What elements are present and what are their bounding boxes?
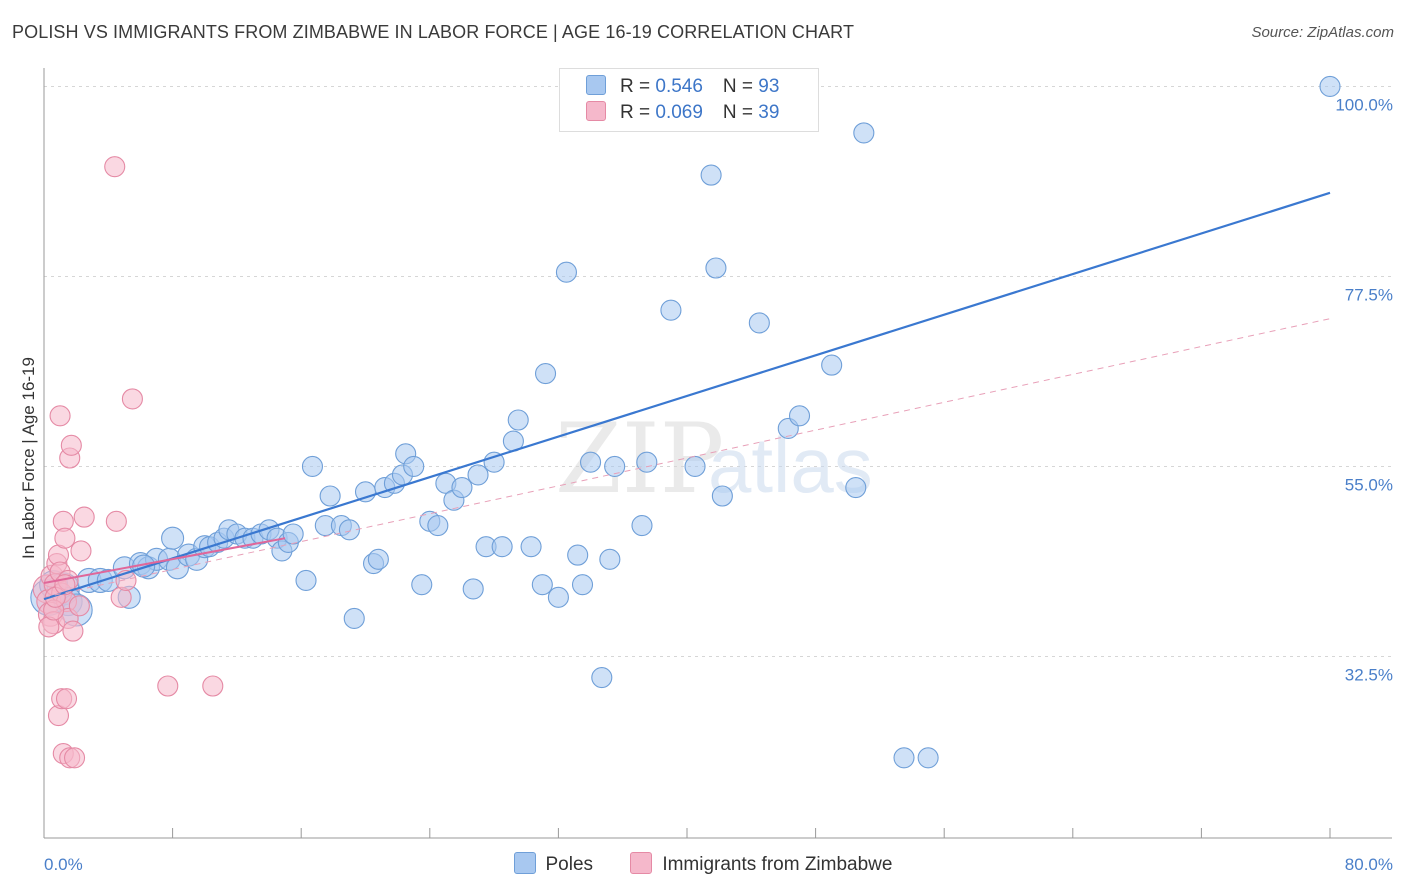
poles-point: [579, 451, 602, 473]
poles-point: [845, 477, 867, 499]
source-label: Source: ZipAtlas.com: [1251, 24, 1394, 41]
poles-point: [161, 526, 185, 550]
poles-point: [1319, 75, 1341, 97]
series-label-poles: Poles: [545, 854, 594, 875]
poles-point: [821, 354, 843, 376]
zimbabwe-point: [60, 434, 82, 456]
legend-n-value-poles: 93: [758, 76, 780, 97]
poles-point: [282, 523, 304, 545]
poles-point: [520, 536, 542, 558]
poles-point: [403, 455, 425, 477]
zimbabwe-point: [63, 747, 86, 769]
legend-swatch-zimbabwe: [586, 101, 606, 121]
zimbabwe-trend-solid: [43, 537, 286, 584]
poles-point: [411, 574, 433, 596]
poles-point: [427, 515, 449, 537]
y-axis-title: In Labor Force | Age 16-19: [19, 357, 38, 559]
x-tick-label-max: 80.0%: [1345, 855, 1393, 874]
poles-point: [531, 574, 553, 596]
zimbabwe-point: [54, 527, 76, 549]
y-tick-label: 32.5%: [1345, 665, 1393, 684]
zimbabwe-point: [70, 540, 92, 562]
chart-title: POLISH VS IMMIGRANTS FROM ZIMBABWE IN LA…: [12, 22, 855, 42]
poles-point: [700, 164, 722, 186]
zimbabwe-point: [121, 388, 143, 410]
series-legend-zimbabwe: Immigrants from Zimbabwe: [630, 852, 892, 876]
stats-legend: R = 0.546 N = 93 R = 0.069 N = 39: [559, 68, 819, 132]
poles-points: [30, 75, 1341, 769]
legend-r-value-zimbabwe: 0.069: [655, 102, 703, 123]
series-label-zimbabwe: Immigrants from Zimbabwe: [662, 854, 893, 875]
zimbabwe-points: [32, 156, 224, 769]
poles-point: [636, 451, 658, 473]
legend-n-value-zimbabwe: 39: [758, 102, 780, 123]
y-tick-label: 100.0%: [1335, 95, 1393, 114]
poles-point: [343, 607, 365, 629]
poles-point: [684, 455, 706, 477]
trend-lines: [43, 191, 1331, 601]
y-tick-label: 77.5%: [1345, 285, 1393, 304]
legend-row-poles: R = 0.546 N = 93: [586, 75, 779, 101]
x-tick-label-min: 0.0%: [44, 855, 83, 874]
poles-point: [604, 455, 626, 477]
poles-point: [571, 574, 594, 596]
legend-r-label: R =: [620, 102, 656, 123]
poles-point: [483, 451, 505, 473]
poles-point: [367, 548, 389, 570]
poles-point: [555, 261, 577, 283]
zimbabwe-point: [62, 620, 84, 642]
poles-point: [917, 747, 939, 769]
zimbabwe-point: [104, 156, 126, 178]
poles-point: [660, 299, 682, 321]
zimbabwe-point: [55, 688, 78, 710]
zimbabwe-point: [157, 675, 179, 697]
legend-swatch-poles: [586, 75, 606, 95]
poles-point: [301, 455, 324, 477]
poles-point: [295, 569, 317, 591]
poles-point: [711, 485, 733, 507]
poles-point: [319, 485, 341, 507]
legend-n-label: N =: [722, 76, 759, 97]
poles-point: [788, 405, 811, 427]
series-swatch-poles: [513, 852, 536, 874]
poles-point: [451, 477, 473, 499]
poles-point: [567, 544, 589, 566]
poles-trend-line: [43, 191, 1331, 601]
poles-point: [338, 519, 360, 541]
legend-n-label: N =: [722, 102, 759, 123]
poles-point: [748, 312, 770, 334]
poles-point: [893, 747, 915, 769]
poles-point: [534, 363, 557, 385]
legend-r-value-poles: 0.546: [655, 76, 703, 97]
poles-point: [599, 548, 621, 570]
poles-point: [705, 257, 727, 279]
poles-point: [507, 409, 529, 431]
legend-r-label: R =: [620, 76, 656, 97]
poles-point: [462, 578, 484, 600]
zimbabwe-point: [73, 506, 95, 528]
series-swatch-zimbabwe: [630, 852, 653, 874]
zimbabwe-point: [49, 405, 71, 427]
y-tick-label: 55.0%: [1345, 475, 1393, 494]
poles-point: [853, 122, 875, 144]
tick-labels: 32.5% 55.0% 77.5% 100.0% 0.0% 80.0%: [44, 95, 1393, 874]
zimbabwe-point: [202, 675, 224, 697]
poles-point: [591, 667, 613, 689]
poles-point: [491, 536, 513, 558]
poles-point: [631, 515, 653, 537]
series-legend: Poles Immigrants from Zimbabwe: [0, 852, 1406, 876]
poles-point: [547, 586, 569, 608]
zimbabwe-point: [68, 595, 90, 617]
poles-point: [467, 464, 489, 486]
series-legend-poles: Poles: [513, 852, 594, 876]
axes: [43, 68, 1392, 839]
legend-row-zimbabwe: R = 0.069 N = 39: [586, 101, 779, 127]
zimbabwe-point: [105, 510, 127, 532]
